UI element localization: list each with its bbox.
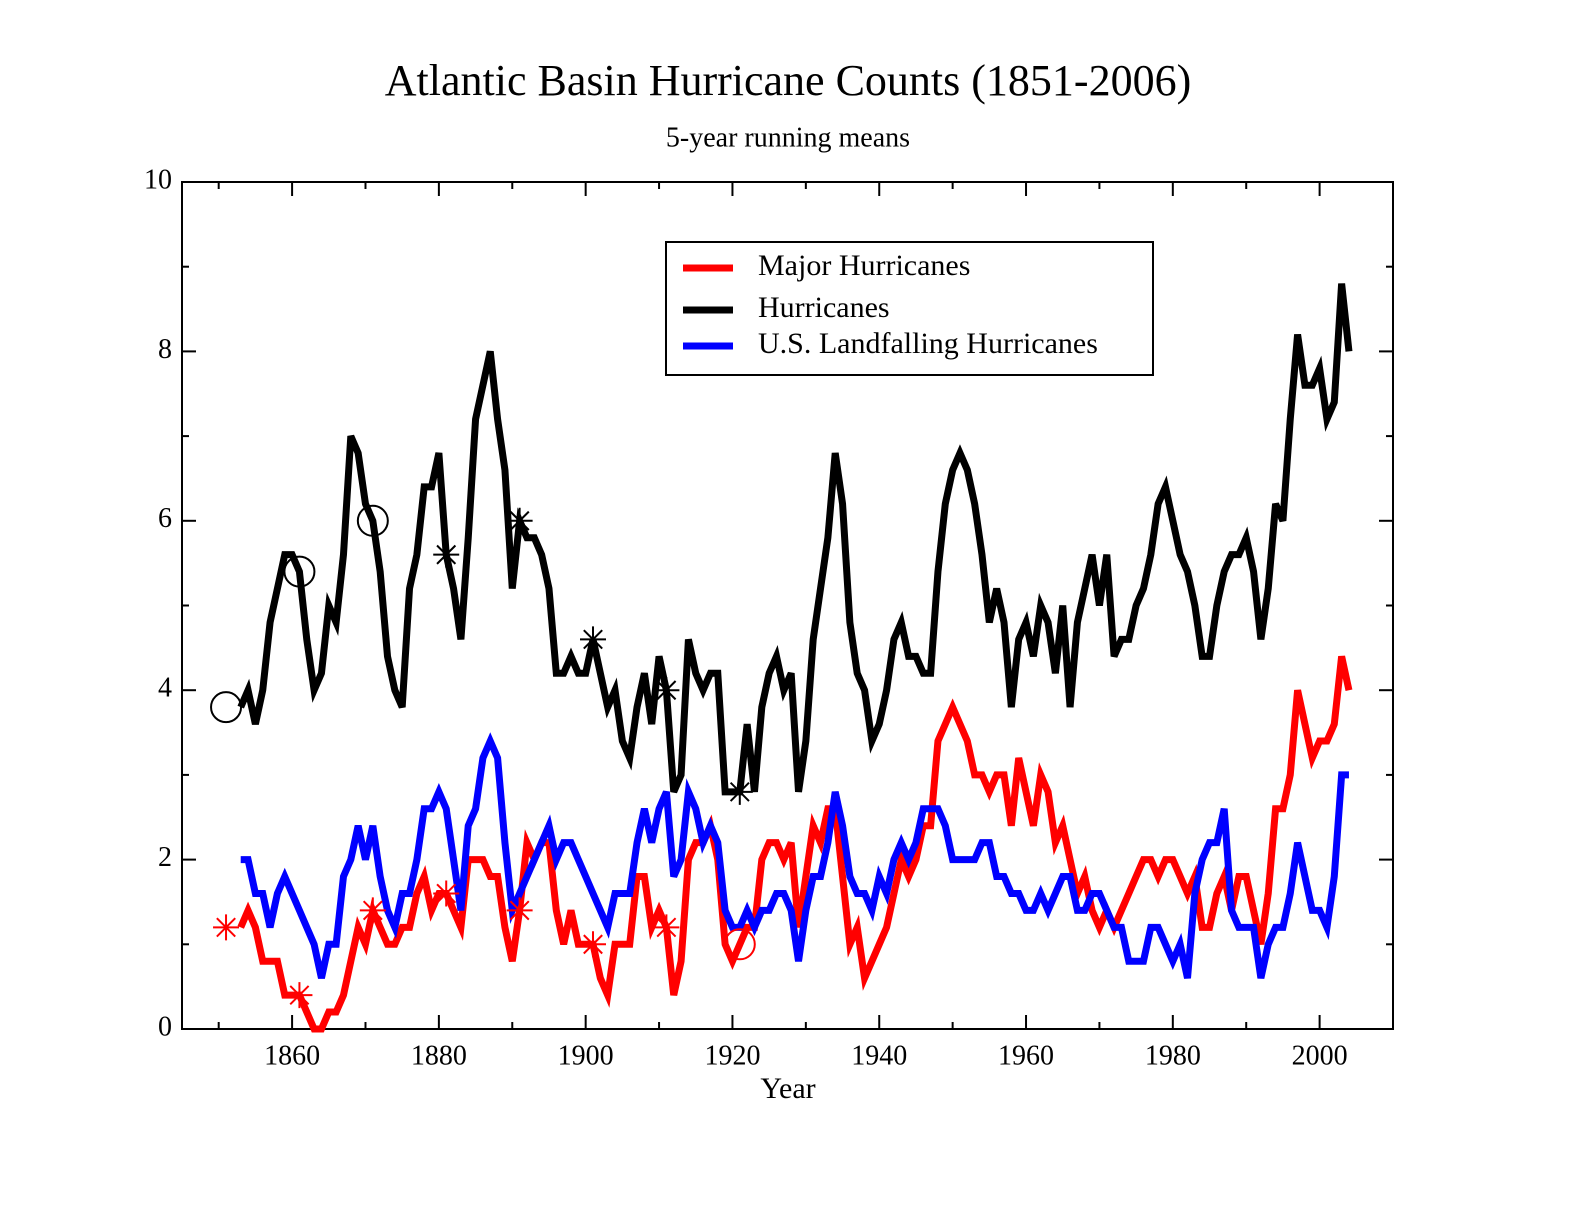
y-tick-label: 6 — [158, 503, 172, 534]
point-marker — [653, 677, 680, 704]
x-axis-label: Year — [760, 1072, 815, 1105]
chart-subtitle: 5-year running means — [666, 122, 910, 153]
series-line — [237, 655, 1353, 1033]
y-tick-label: 2 — [158, 842, 172, 873]
point-marker — [283, 555, 316, 588]
y-tick-label: 8 — [158, 334, 172, 365]
series-line — [240, 732, 1349, 979]
chart-title: Atlantic Basin Hurricane Counts (1851-20… — [385, 56, 1192, 105]
x-tick-label: 1920 — [704, 1040, 760, 1071]
x-tick-label: 1900 — [558, 1040, 614, 1071]
y-tick-label: 0 — [158, 1011, 172, 1042]
x-tick-label: 1860 — [264, 1040, 320, 1071]
legend-box — [665, 241, 1154, 376]
legend-label: Major Hurricanes — [758, 249, 970, 282]
point-marker — [723, 928, 756, 961]
point-marker — [580, 626, 607, 653]
legend-label: U.S. Landfalling Hurricanes — [758, 327, 1098, 360]
point-marker — [653, 914, 680, 941]
point-marker — [359, 897, 386, 924]
x-tick-label: 1980 — [1145, 1040, 1201, 1071]
point-marker — [210, 691, 243, 724]
y-tick-label: 4 — [158, 673, 172, 704]
point-marker — [433, 541, 460, 568]
series-line — [237, 283, 1353, 796]
x-tick-label: 1940 — [851, 1040, 907, 1071]
x-tick-label: 1960 — [998, 1040, 1054, 1071]
point-marker — [726, 778, 753, 805]
point-marker — [213, 914, 240, 941]
point-marker — [433, 880, 460, 907]
y-tick-label: 10 — [144, 164, 172, 195]
point-marker — [356, 504, 389, 537]
x-tick-label: 1880 — [411, 1040, 467, 1071]
point-marker — [506, 897, 533, 924]
legend-label: Hurricanes — [758, 291, 890, 324]
point-marker — [506, 507, 533, 534]
x-tick-label: 2000 — [1292, 1040, 1348, 1071]
point-marker — [580, 931, 607, 958]
point-marker — [286, 982, 313, 1009]
